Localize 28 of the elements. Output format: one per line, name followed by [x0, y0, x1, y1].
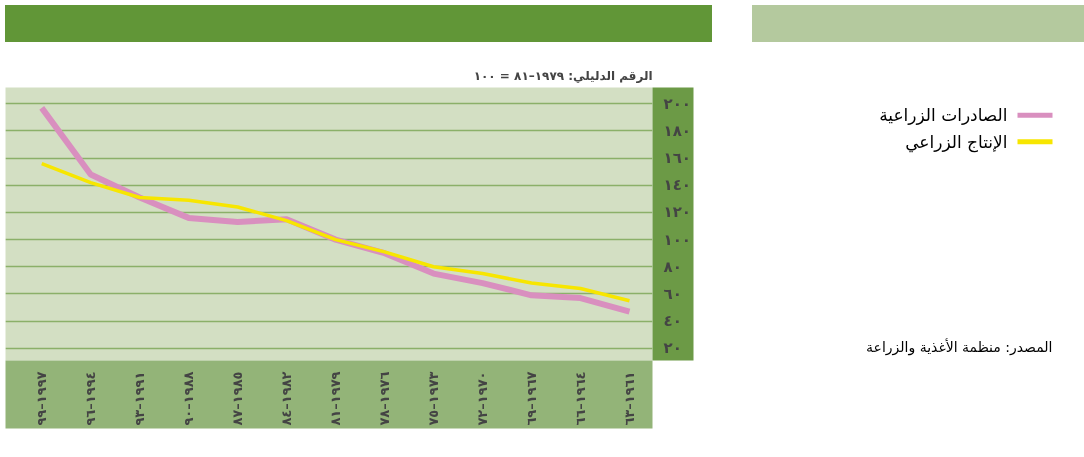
- y-tick-label: ٨٠: [663, 257, 682, 276]
- x-tick-label: ١٩٧٦–٧٨: [377, 371, 393, 426]
- x-tick-label: ١٩٩١–٩٣: [132, 371, 148, 426]
- y-tick-label: ٤٠: [663, 312, 682, 331]
- y-tick-label: ٦٠: [663, 284, 682, 303]
- x-tick-label: ١٩٦٧–٦٩: [524, 371, 540, 426]
- chart-subtitle: الرقم الدليلي: ١٩٧٩–٨١ = ١٠٠: [473, 68, 653, 83]
- x-tick-label: ١٩٧٩–٨١: [328, 371, 344, 426]
- x-tick-label: ١٩٧٣–٧٥: [426, 371, 442, 426]
- legend-label: الإنتاج الزراعي: [905, 131, 1008, 153]
- y-tick-label: ١٤٠: [663, 176, 691, 195]
- x-tick-label: ١٩٧٠–٧٢: [475, 371, 491, 426]
- line-series: [39, 161, 632, 303]
- x-tick-label: ١٩٩٧–٩٩: [34, 371, 50, 426]
- y-tick-label: ١٠٠: [663, 230, 691, 249]
- y-tick-label: ٢٠٠: [663, 94, 691, 113]
- text: المصدر: منظمة الأغذية والزراعة: [866, 338, 1053, 357]
- x-tick-label: ١٩٦٤–٦٦: [573, 371, 588, 426]
- x-tick-label: ١٩٨٢–٨٤: [279, 371, 295, 426]
- legend-label: الصادرات الزراعية: [879, 105, 1008, 126]
- y-tick-label: ١٢٠: [663, 203, 691, 222]
- x-tick-label: ١٩٩٤–٩٦: [83, 371, 99, 426]
- y-tick-label: ١٨٠: [663, 121, 691, 140]
- y-tick-label: ١٦٠: [663, 149, 691, 168]
- y-tick-label: ٢٠: [663, 339, 682, 358]
- x-tick-label: ١٩٦١–٦٣: [621, 371, 637, 426]
- x-tick-label: ١٩٨٨–٩٠: [181, 371, 197, 426]
- x-tick-label: ١٩٨٥–٨٧: [230, 371, 246, 426]
